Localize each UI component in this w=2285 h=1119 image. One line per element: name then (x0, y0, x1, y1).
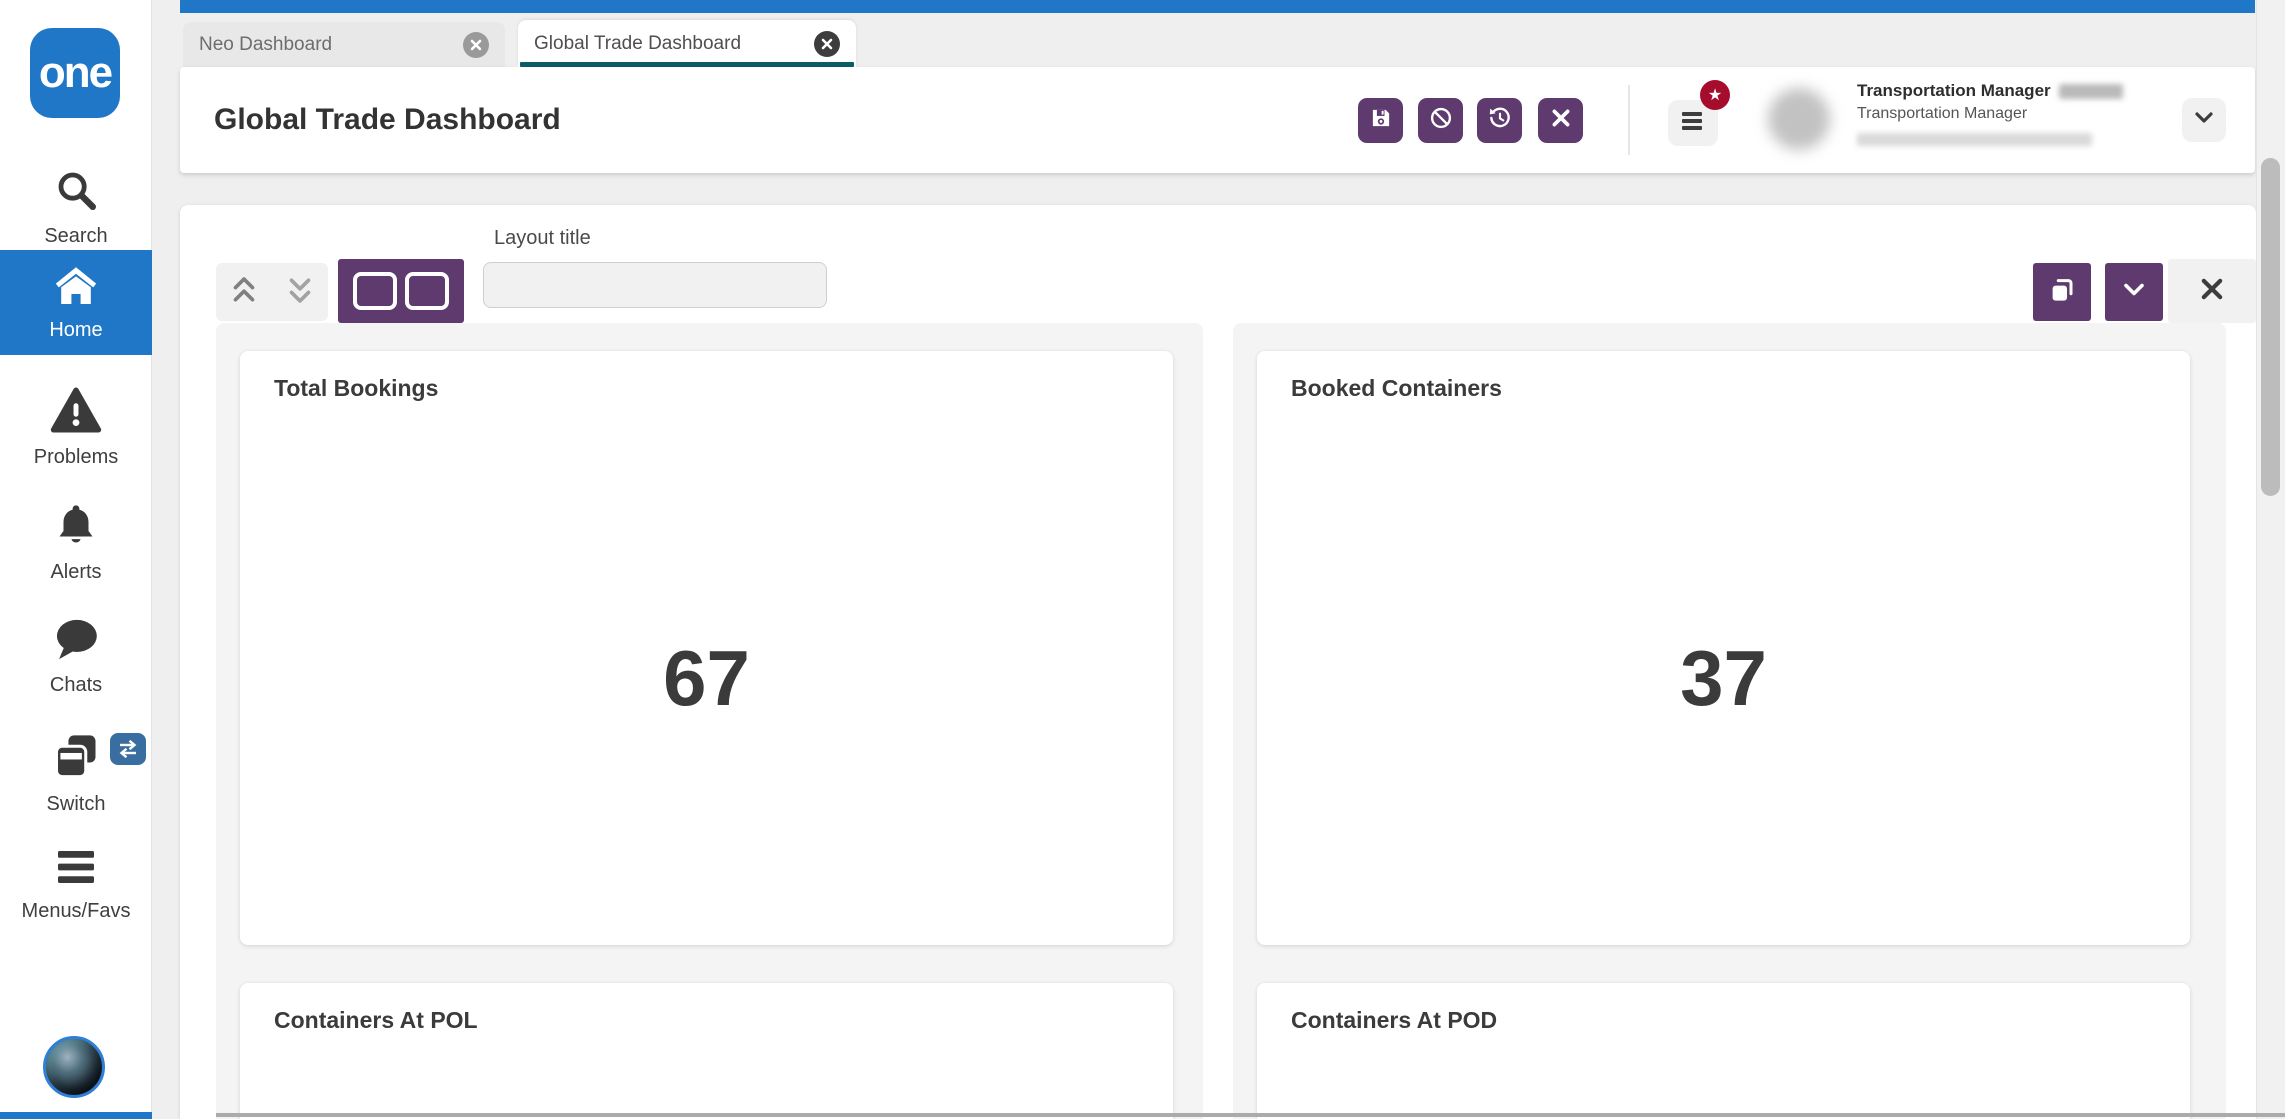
layout-title-label: Layout title (494, 227, 591, 249)
close-dashboard-button[interactable] (1538, 98, 1583, 143)
bell-icon (51, 500, 101, 555)
widget-booked-containers: Booked Containers 37 (1257, 351, 2190, 945)
sidebar-item-label: Problems (33, 446, 119, 468)
top-accent-bar (180, 0, 2255, 13)
sidebar-bottom-accent (0, 1112, 152, 1119)
user-name: Transportation Manager (1857, 81, 2123, 101)
dashboard-panel: Layout title Total Bookings 67 Container… (180, 205, 2256, 1119)
user-role: Transportation Manager (1857, 105, 2028, 122)
widget-title: Booked Containers (1291, 375, 1502, 401)
copy-layout-button[interactable] (2033, 263, 2091, 321)
double-chevron-up-icon[interactable] (229, 273, 259, 312)
tab-label: Neo Dashboard (199, 33, 333, 55)
widget-value (240, 1043, 1173, 1119)
sidebar-item-problems[interactable]: Problems (0, 385, 152, 469)
assistant-avatar[interactable] (43, 1036, 105, 1098)
widget-value: 37 (1680, 633, 1767, 722)
close-icon[interactable] (814, 30, 840, 57)
sidebar-item-search[interactable]: Search (0, 158, 152, 256)
close-icon (1550, 107, 1572, 134)
star-icon: ★ (1707, 87, 1723, 104)
discard-button[interactable] (1418, 98, 1463, 143)
chevron-down-icon (2123, 282, 2145, 303)
sidebar-item-menus-favs[interactable]: Menus/Favs (0, 845, 152, 923)
save-button[interactable] (1358, 98, 1403, 143)
user-avatar-blurred[interactable] (1768, 88, 1830, 150)
user-org-blurred (1857, 133, 2092, 146)
user-name-blurred-part (2058, 84, 2123, 100)
home-icon (51, 264, 101, 313)
page-header: Global Trade Dashboard ★ Transportation … (180, 67, 2255, 173)
two-column-layout-icon (405, 272, 449, 310)
sidebar-item-label: Menus/Favs (21, 900, 131, 922)
chevron-down-icon (2194, 111, 2214, 130)
history-button[interactable] (1477, 98, 1522, 143)
user-menu-button[interactable] (2182, 98, 2226, 142)
tab-global-trade-dashboard[interactable]: Global Trade Dashboard (518, 20, 856, 67)
two-column-layout-icon (353, 272, 397, 310)
sidebar-item-label: Home (49, 318, 103, 341)
widget-title: Containers At POD (1291, 1007, 1498, 1033)
sidebar-item-label: Search (44, 225, 108, 247)
active-tab-underline (520, 62, 854, 67)
save-icon (1368, 105, 1394, 136)
page-title: Global Trade Dashboard (214, 103, 561, 136)
warning-icon (49, 385, 103, 440)
sidebar-item-label: Chats (49, 674, 103, 696)
widget-title: Total Bookings (274, 375, 439, 401)
vertical-scrollbar-thumb[interactable] (2261, 158, 2280, 496)
tab-neo-dashboard[interactable]: Neo Dashboard (183, 22, 505, 67)
widget-title: Containers At POL (274, 1007, 478, 1033)
sidebar-item-home[interactable]: Home (0, 250, 152, 355)
sidebar-item-label: Alerts (50, 561, 102, 583)
layout-select-button[interactable] (338, 259, 464, 323)
horizontal-scrollbar[interactable] (216, 1113, 2285, 1117)
sidebar-item-alerts[interactable]: Alerts (0, 500, 152, 584)
widget-containers-at-pol: Containers At POL (240, 983, 1173, 1119)
widget-column-right: Booked Containers 37 Containers At POD (1233, 323, 2226, 1119)
close-icon[interactable] (2198, 275, 2226, 308)
widget-value: 67 (663, 633, 750, 722)
layout-title-input[interactable] (483, 262, 827, 308)
menu-bars-icon (52, 845, 100, 894)
widget-total-bookings: Total Bookings 67 (240, 351, 1173, 945)
swap-arrows-icon[interactable] (110, 733, 146, 765)
star-badge: ★ (1700, 80, 1730, 110)
layout-options-button[interactable] (2105, 263, 2163, 321)
double-chevron-down-icon[interactable] (285, 273, 315, 312)
close-layout-zone (2168, 259, 2256, 323)
hamburger-icon (1680, 109, 1706, 138)
header-divider (1628, 85, 1630, 155)
sidebar-item-switch[interactable]: Switch (0, 730, 152, 816)
tab-label: Global Trade Dashboard (534, 32, 742, 54)
sidebar-item-label: Switch (46, 793, 106, 815)
search-icon (52, 166, 100, 219)
history-icon (1487, 105, 1513, 136)
block-icon (1428, 105, 1454, 136)
widget-value (1257, 1043, 2190, 1119)
sidebar: one Search Home Problems Alerts Chats (0, 0, 152, 1119)
chat-bubble-icon (50, 615, 102, 668)
one-logo[interactable]: one (30, 28, 120, 118)
switch-icon (50, 730, 102, 787)
widget-column-left: Total Bookings 67 Containers At POL (216, 323, 1203, 1119)
one-logo-text: one (38, 48, 113, 97)
widget-containers-at-pod: Containers At POD (1257, 983, 2190, 1119)
collapse-controls (216, 263, 328, 321)
copy-icon (2047, 275, 2077, 310)
close-icon[interactable] (463, 31, 489, 58)
sidebar-item-chats[interactable]: Chats (0, 615, 152, 697)
